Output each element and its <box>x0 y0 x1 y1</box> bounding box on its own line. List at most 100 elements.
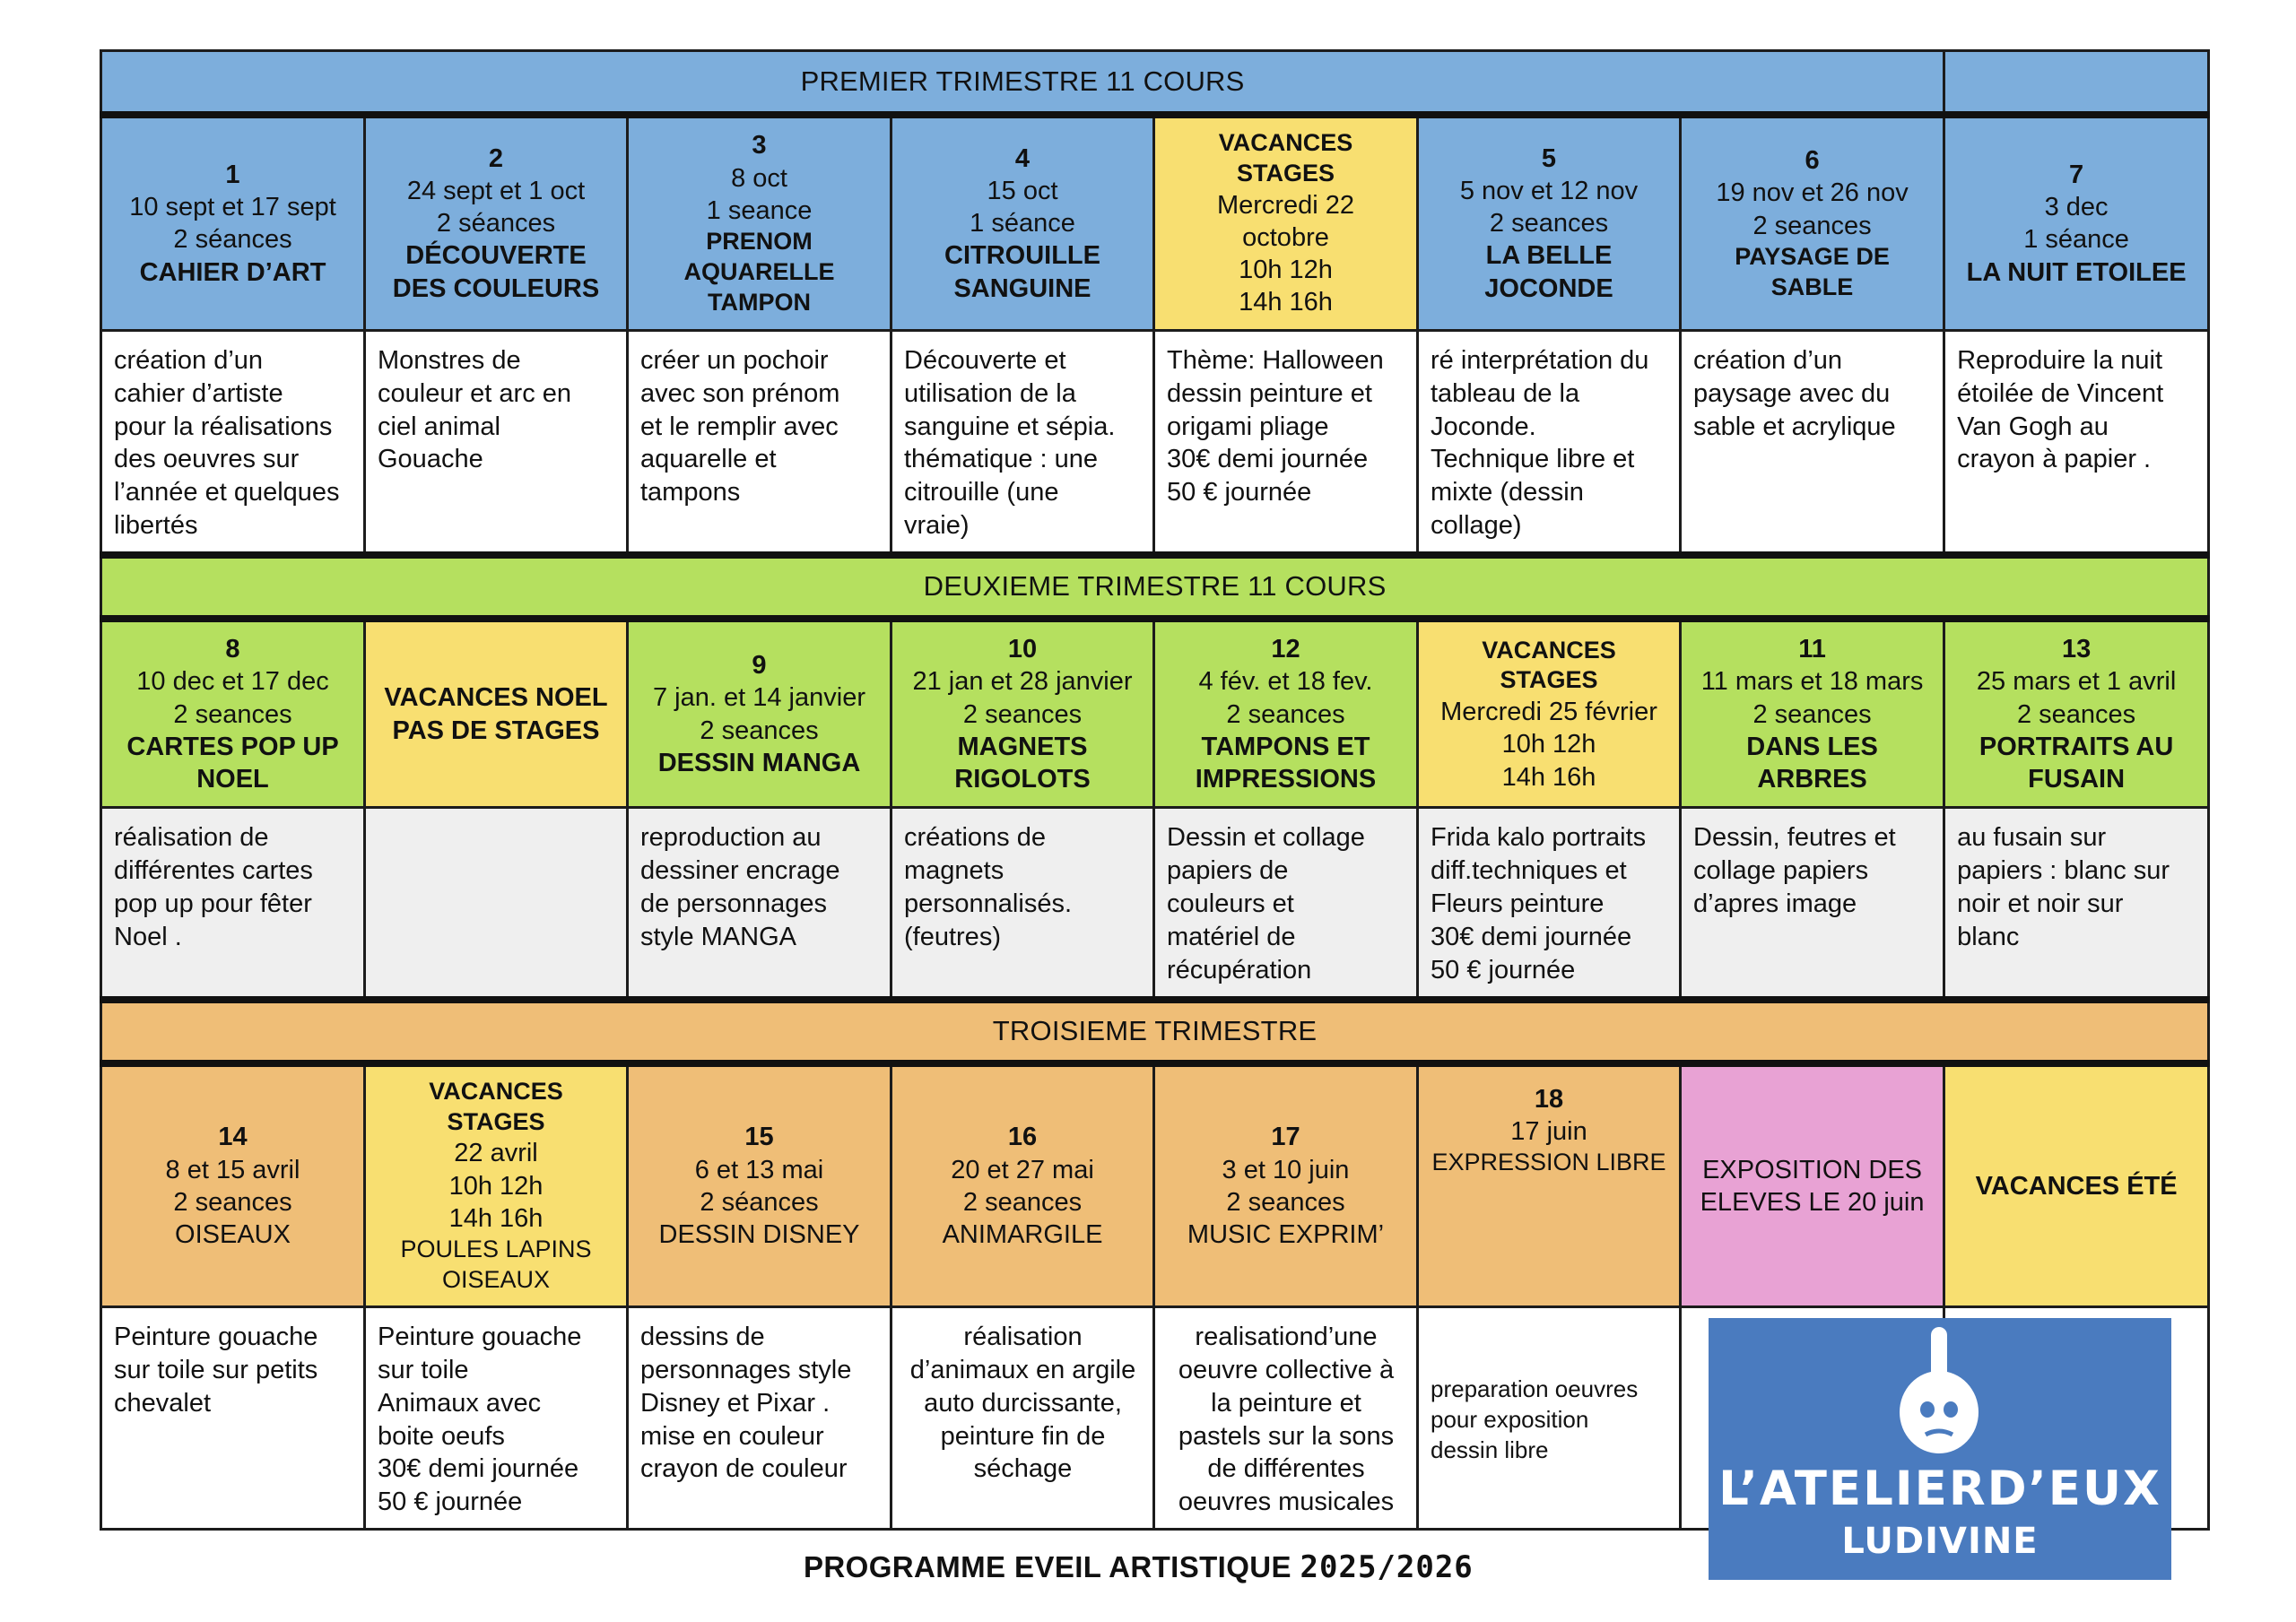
course-header-line: PAYSAGE DE <box>1735 242 1890 270</box>
course-header-line: 2 seances <box>173 1187 292 1217</box>
course-header-line: CARTES POP UP <box>126 732 339 761</box>
course-description-line: crayon à papier . <box>1957 445 2152 474</box>
course-header-line: SANGUINE <box>953 273 1091 303</box>
course-header-line: FUSAIN <box>2028 765 2126 794</box>
course-description-line: Disney et Pixar . <box>640 1388 831 1418</box>
course-description-line: Joconde. <box>1431 412 1536 441</box>
course-header-line: VACANCES <box>1218 129 1353 156</box>
course-description-t3-3: dessins de personnages style Disney et Pix… <box>626 1305 892 1531</box>
course-description-line: de personnages <box>640 889 827 919</box>
course-description-line: Découverte et <box>904 346 1066 375</box>
course-header-line: STAGES <box>1236 159 1335 186</box>
atelier-logo: L’ATELIERD’EUX LUDIVINE <box>1709 1318 2171 1580</box>
course-header-line: 1 séance <box>2023 225 2129 255</box>
course-description-line: d’apres image <box>1693 889 1857 919</box>
course-description-line: réalisation de <box>114 823 269 853</box>
course-header-line: CAHIER D’ART <box>139 257 326 287</box>
course-description-line: personnages style <box>640 1355 852 1384</box>
course-description-line: reproduction au <box>640 823 822 853</box>
course-description-line: papiers : blanc sur <box>1957 856 2170 886</box>
course-description-line: personnalisés. <box>904 889 1072 919</box>
footer-year: 2025/2026 <box>1300 1549 1474 1585</box>
course-description-line: aquarelle et <box>640 445 777 474</box>
course-description-line: auto durcissante, <box>924 1388 1122 1418</box>
course-description-t1-8: Reproduire la nuit étoilée de Vincent Van … <box>1943 328 2211 557</box>
course-header-line: 16 <box>1007 1123 1038 1152</box>
footer-label: PROGRAMME EVEIL ARTISTIQUE <box>804 1550 1292 1583</box>
course-description-line: sanguine et sépia. <box>904 412 1116 441</box>
course-header-line: 10 sept et 17 sept <box>129 193 336 221</box>
course-description-t2-8: au fusain sur papiers : blanc sur noir et … <box>1943 806 2211 1002</box>
course-description-t3-1: Peinture gouache sur toile sur petits chev… <box>100 1305 366 1531</box>
course-header-line: 21 jan et 28 janvier <box>912 667 1133 697</box>
course-header-line: VACANCES ÉTÉ <box>1975 1171 2178 1201</box>
course-description-t3-5: realisationd’une oeuvre collective à la pe… <box>1152 1305 1419 1531</box>
guitar-mascot-icon <box>1900 1327 1979 1453</box>
course-header-line: 19 nov et 26 nov <box>1716 178 1909 208</box>
course-header-line: AQUARELLE <box>683 257 835 285</box>
course-header-line: RIGOLOTS <box>954 765 1091 794</box>
course-description-t3-4: réalisation d’animaux en argile auto durci… <box>890 1305 1155 1531</box>
course-header-line: 13 <box>2061 635 2092 664</box>
course-description-t2-1: réalisation de différentes cartes pop up p… <box>100 806 366 1002</box>
course-header-line: EXPOSITION DES <box>1702 1155 1923 1184</box>
course-description-line: preparation oeuvres <box>1431 1375 1639 1402</box>
course-header-line: SABLE <box>1770 273 1854 300</box>
course-description-line: citrouille (une <box>904 478 1059 507</box>
course-header-line: TAMPON <box>708 288 811 316</box>
course-header-line: VACANCES NOEL <box>384 683 608 713</box>
course-header-t2-4: 10 21 jan et 28 janvier 2 seances MAGNETS RI… <box>890 617 1155 810</box>
course-header-line: DESSIN DISNEY <box>658 1220 860 1250</box>
course-header-line: 8 oct <box>731 163 787 193</box>
course-description-t2-3: reproduction au dessiner encrage de person… <box>626 806 892 1002</box>
course-header-line: 22 avril <box>454 1139 538 1168</box>
course-description-line: la peinture et <box>1211 1388 1361 1418</box>
course-header-line: 2 séances <box>700 1187 819 1217</box>
course-header-t2-7: 11 11 mars et 18 mars 2 seances DANS LES ARB… <box>1678 617 1946 810</box>
course-description-t1-3: créer un pochoir avec son prénom et le rem… <box>626 328 892 557</box>
course-description-line: Peinture gouache <box>114 1323 318 1352</box>
course-description-line: dessin peinture et <box>1167 378 1372 408</box>
course-header-line: 17 juin <box>1510 1116 1587 1146</box>
course-description-line: Peinture gouache <box>378 1323 582 1352</box>
course-description-line: (feutres) <box>904 922 1001 951</box>
course-description-t2-6: Frida kalo portraits diff.techniques et Fl… <box>1416 806 1682 1002</box>
course-header-line: 6 <box>1805 146 1820 176</box>
course-header-line: 24 sept et 1 oct <box>406 176 586 205</box>
course-header-line: 2 séances <box>173 225 292 255</box>
course-description-line: création d’un <box>1693 346 1843 375</box>
course-description-line: Monstres de <box>378 346 521 375</box>
course-header-t3-4: 16 20 et 27 mai 2 seances ANIMARGILE <box>890 1062 1155 1309</box>
course-header-line: MUSIC EXPRIM’ <box>1187 1220 1385 1250</box>
course-description-t2-2 <box>363 806 629 1002</box>
logo-name: L’ATELIERD’EUX <box>1718 1462 2161 1516</box>
course-description-line: ciel animal <box>378 412 500 441</box>
course-description-t1-6: ré interprétation du tableau de la Joconde… <box>1416 328 1682 557</box>
course-description-line: et le remplir avec <box>640 412 839 441</box>
course-description-line: dessin libre <box>1431 1436 1549 1463</box>
course-header-line: 2 seances <box>1226 1187 1345 1217</box>
course-header-line: 2 seances <box>2016 699 2136 729</box>
trimester-1-band: PREMIER TRIMESTRE 11 COURS <box>99 49 1946 118</box>
course-description-line: magnets <box>904 856 1004 886</box>
course-header-line: EXPRESSION LIBRE <box>1431 1149 1666 1176</box>
course-header-line: Mercredi 22 <box>1216 190 1355 220</box>
course-header-line: VACANCES <box>429 1077 563 1105</box>
course-description-line: 50 € journée <box>1167 478 1312 507</box>
course-description-line: paysage avec du <box>1693 378 1891 408</box>
course-header-line: 1 seance <box>706 195 813 225</box>
course-header-line: STAGES <box>447 1107 545 1135</box>
course-description-line: Reproduire la nuit <box>1957 346 2163 375</box>
course-header-line: 4 <box>1014 143 1031 173</box>
course-header-line: PRENOM <box>706 228 813 255</box>
course-description-line: origami pliage <box>1167 412 1329 441</box>
course-header-line: 17 <box>1271 1123 1300 1152</box>
course-description-line: pop up pour fêter <box>114 889 312 919</box>
course-header-t2-2: VACANCES NOEL PAS DE STAGES <box>363 617 629 810</box>
course-header-line: TAMPONS ET <box>1201 732 1370 761</box>
trimester-2-band: DEUXIEME TRIMESTRE 11 COURS <box>99 551 2211 622</box>
course-description-line: Fleurs peinture <box>1431 889 1605 919</box>
course-header-line: 1 <box>225 160 240 189</box>
course-header-t1-5: VACANCES STAGES Mercredi 22 octobre 10h 12h 1… <box>1152 113 1419 332</box>
course-header-t3-2: VACANCES STAGES 22 avril 10h 12h 14h 16h POUL… <box>363 1062 629 1309</box>
